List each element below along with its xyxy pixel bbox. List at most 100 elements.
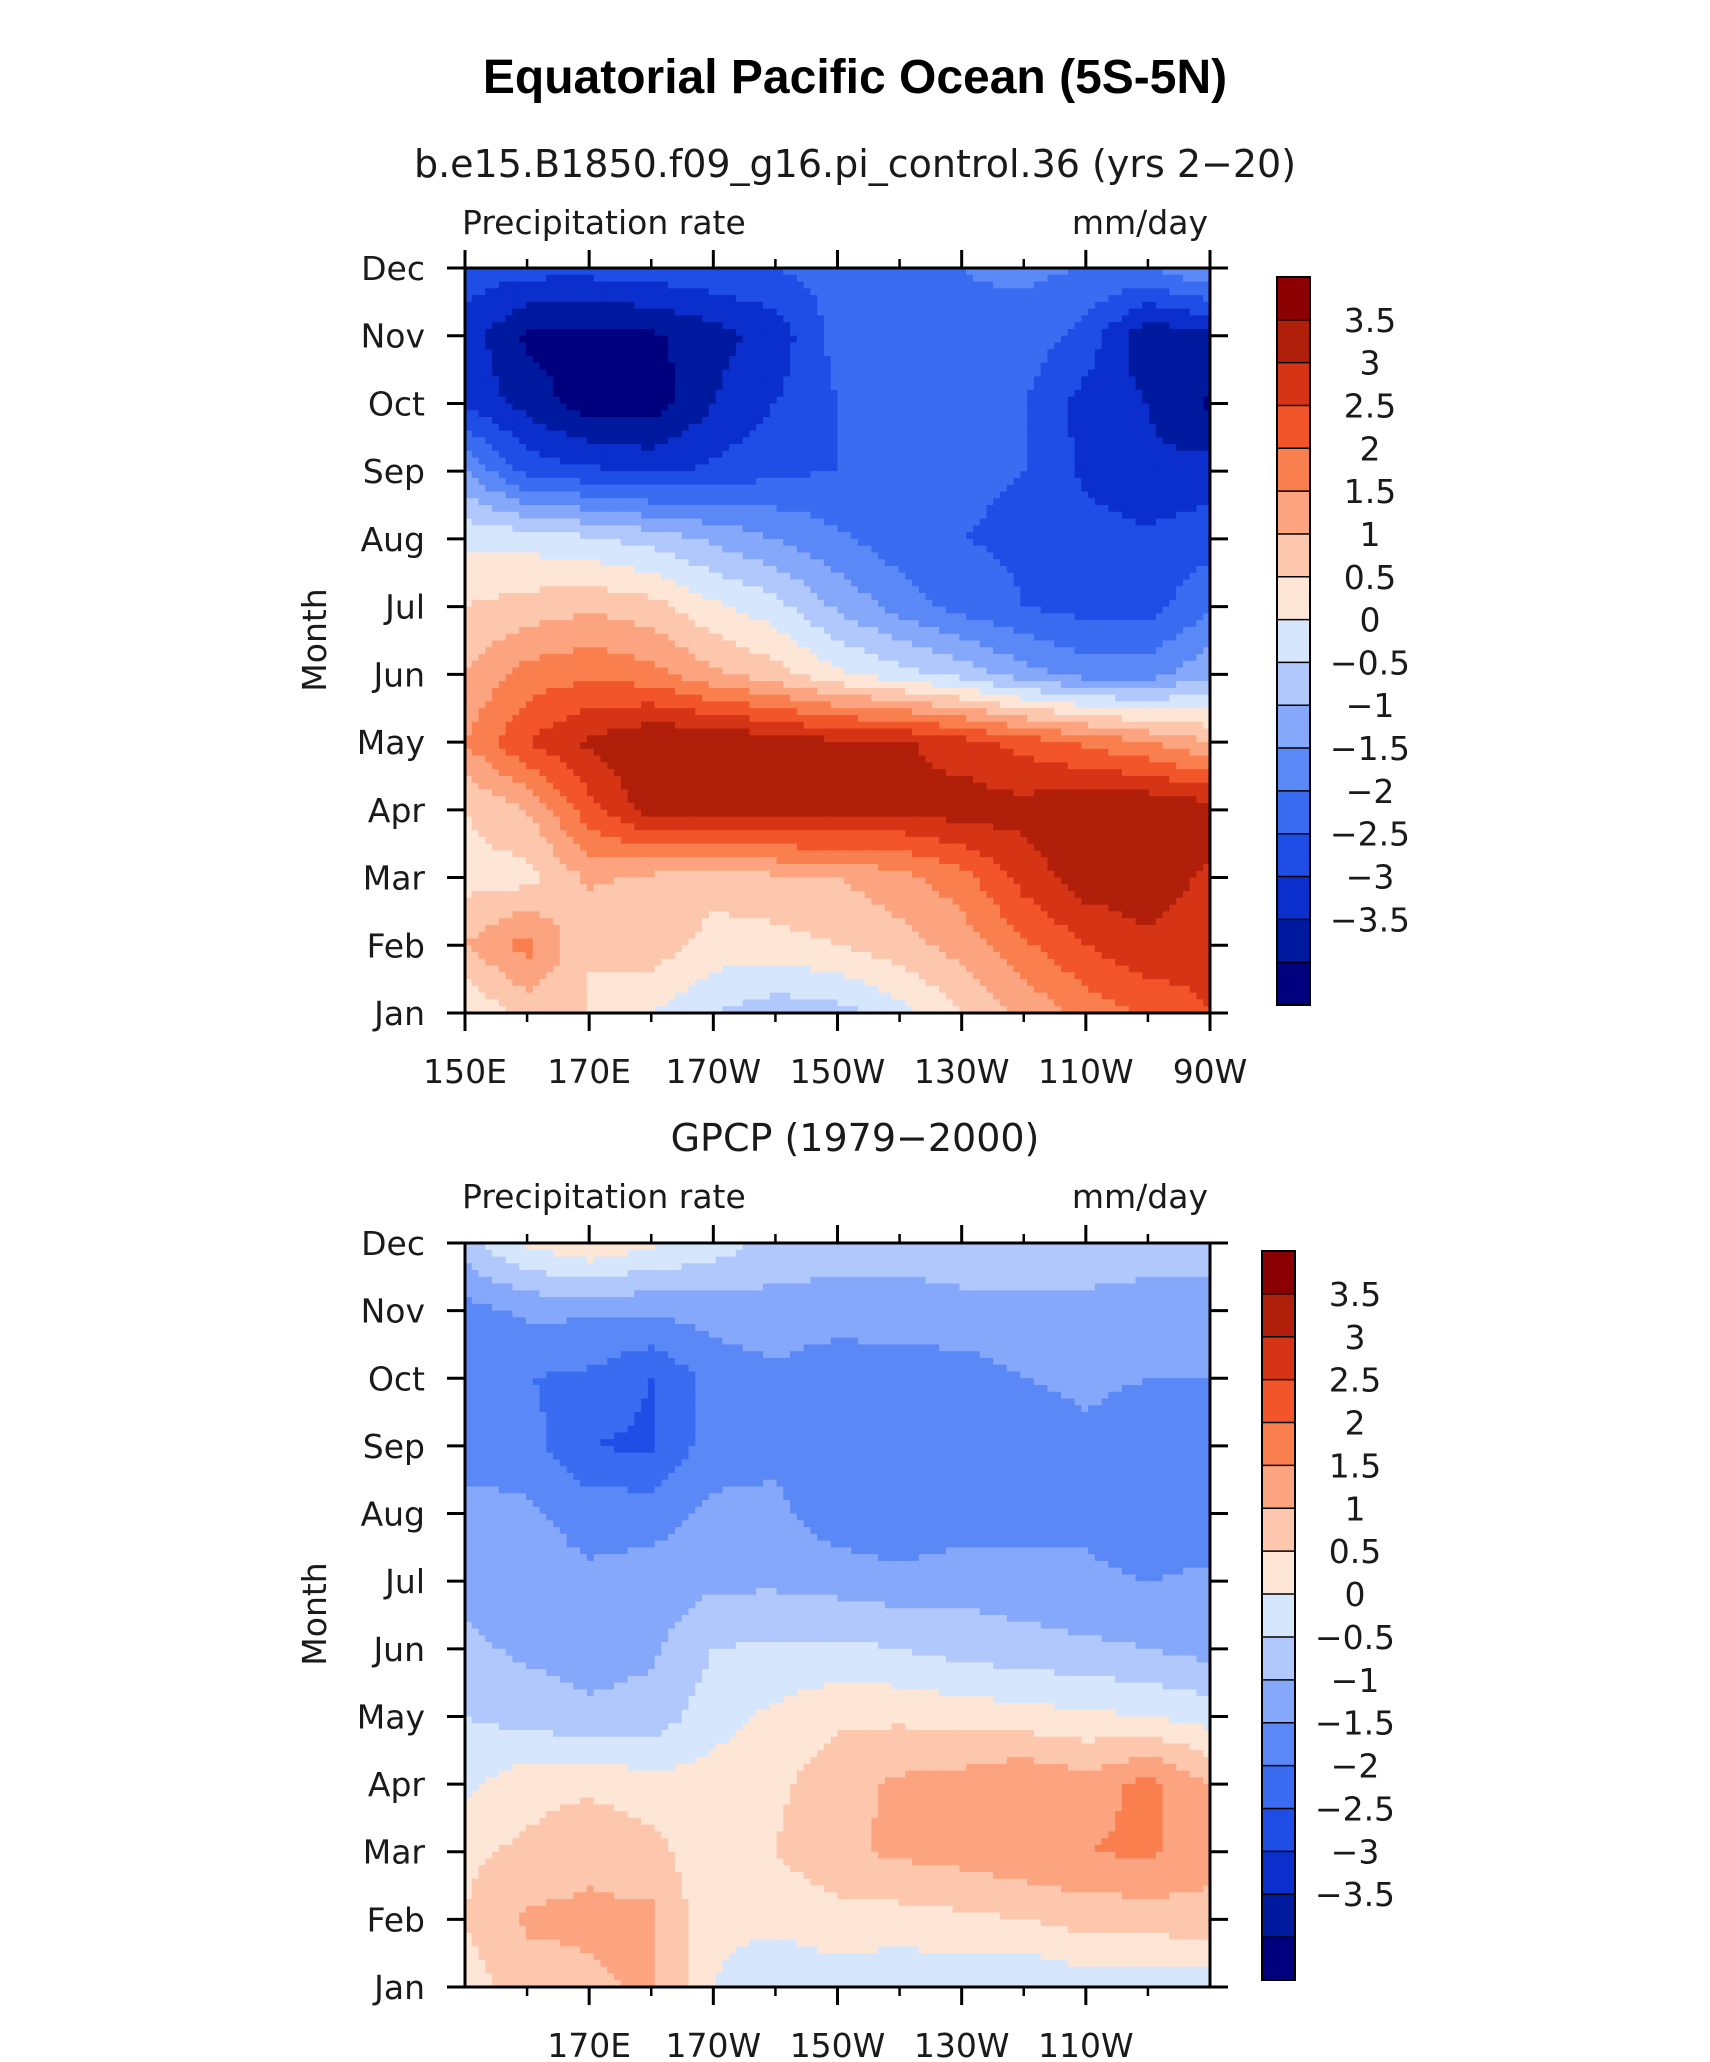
heatmap-cell (1163, 451, 1170, 458)
heatmap-cell (729, 512, 736, 519)
heatmap-cell (905, 431, 912, 438)
heatmap-cell (1142, 519, 1149, 526)
heatmap-cell (1041, 451, 1048, 458)
heatmap-cell (973, 485, 980, 492)
heatmap-cell (587, 376, 594, 383)
heatmap-cell (682, 309, 689, 316)
heatmap-cell (980, 376, 987, 383)
heatmap-cell (479, 403, 486, 410)
heatmap-cell (804, 288, 811, 295)
heatmap-cell (1088, 363, 1095, 370)
heatmap-cell (607, 322, 614, 329)
heatmap-cell (770, 471, 777, 478)
heatmap-cell (634, 403, 641, 410)
heatmap-cell (702, 329, 709, 336)
heatmap-cell (506, 370, 513, 377)
heatmap-cell (966, 431, 973, 438)
heatmap-cell (560, 546, 567, 553)
heatmap-cell (580, 471, 587, 478)
heatmap-cell (898, 309, 905, 316)
heatmap-cell (1000, 546, 1007, 553)
heatmap-cell (878, 552, 885, 559)
heatmap-cell (885, 329, 892, 336)
heatmap-cell (966, 349, 973, 356)
heatmap-cell (1115, 492, 1122, 499)
heatmap-cell (479, 410, 486, 417)
heatmap-cell (763, 458, 770, 465)
heatmap-cell (1081, 437, 1088, 444)
heatmap-cell (939, 410, 946, 417)
heatmap-cell (797, 492, 804, 499)
heatmap-cell (763, 302, 770, 309)
heatmap-cell (607, 519, 614, 526)
heatmap-cell (1102, 559, 1109, 566)
heatmap-cell (526, 315, 533, 322)
heatmap-cell (865, 295, 872, 302)
heatmap-cell (641, 390, 648, 397)
heatmap-cell (573, 363, 580, 370)
heatmap-cell (695, 370, 702, 377)
heatmap-cell (790, 302, 797, 309)
heatmap-cell (1136, 403, 1143, 410)
heatmap-cell (1136, 471, 1143, 478)
heatmap-cell (763, 478, 770, 485)
heatmap-cell (1000, 336, 1007, 343)
heatmap-cell (1176, 315, 1183, 322)
heatmap-cell (736, 464, 743, 471)
heatmap-cell (871, 512, 878, 519)
heatmap-cell (1169, 498, 1176, 505)
heatmap-cell (1108, 275, 1115, 282)
heatmap-cell (594, 437, 601, 444)
heatmap-cell (749, 356, 756, 363)
heatmap-cell (553, 498, 560, 505)
heatmap-cell (553, 322, 560, 329)
heatmap-cell (817, 444, 824, 451)
heatmap-cell (479, 539, 486, 546)
heatmap-cell (980, 397, 987, 404)
heatmap-cell (648, 302, 655, 309)
heatmap-cell (1007, 390, 1014, 397)
heatmap-cell (817, 546, 824, 553)
heatmap-cell (912, 329, 919, 336)
heatmap-cell (1156, 282, 1163, 289)
heatmap-cell (905, 451, 912, 458)
heatmap-cell (600, 349, 607, 356)
heatmap-cell (1115, 471, 1122, 478)
heatmap-cell (567, 512, 574, 519)
heatmap-cell (838, 464, 845, 471)
heatmap-cell (499, 343, 506, 350)
heatmap-cell (973, 376, 980, 383)
heatmap-cell (668, 295, 675, 302)
heatmap-cell (939, 444, 946, 451)
heatmap-cell (804, 539, 811, 546)
heatmap-cell (512, 546, 519, 553)
heatmap-cell (1102, 485, 1109, 492)
heatmap-cell (1081, 349, 1088, 356)
heatmap-cell (546, 458, 553, 465)
heatmap-cell (1054, 295, 1061, 302)
heatmap-cell (1020, 498, 1027, 505)
heatmap-cell (790, 431, 797, 438)
heatmap-cell (946, 498, 953, 505)
heatmap-cell (695, 329, 702, 336)
heatmap-cell (1014, 322, 1021, 329)
heatmap-cell (1041, 383, 1048, 390)
heatmap-cell (885, 485, 892, 492)
heatmap-cell (932, 478, 939, 485)
heatmap-cell (526, 397, 533, 404)
heatmap-cell (472, 363, 479, 370)
heatmap-cell (702, 573, 709, 580)
heatmap-cell (519, 505, 526, 512)
heatmap-cell (878, 336, 885, 343)
heatmap-cell (716, 282, 723, 289)
heatmap-cell (709, 302, 716, 309)
heatmap-cell (1041, 431, 1048, 438)
heatmap-cell (1183, 464, 1190, 471)
heatmap-cell (777, 329, 784, 336)
heatmap-cell (980, 546, 987, 553)
heatmap-cell (980, 566, 987, 573)
heatmap-cell (1163, 478, 1170, 485)
heatmap-cell (1068, 329, 1075, 336)
heatmap-cell (1156, 451, 1163, 458)
heatmap-cell (1163, 431, 1170, 438)
